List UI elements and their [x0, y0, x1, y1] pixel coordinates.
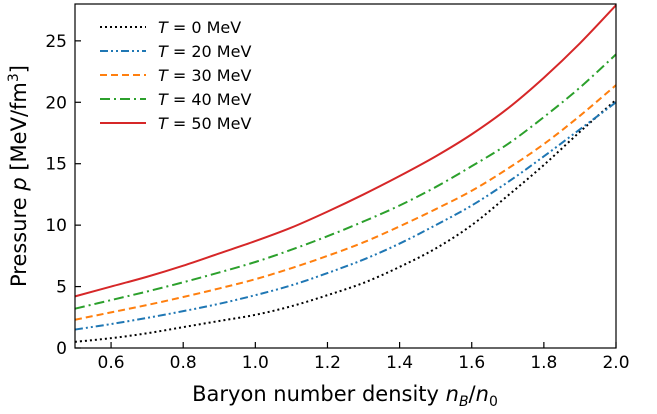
y-tick-label: 20 — [45, 93, 67, 113]
x-axis-label: Baryon number density nB/n0 — [192, 382, 498, 410]
y-tick-label: 25 — [45, 32, 67, 52]
legend-label: T = 50 MeV — [158, 114, 251, 133]
y-tick-label: 5 — [56, 278, 67, 298]
y-tick-label: 10 — [45, 216, 67, 236]
y-axis-label-unit-sup: 3 — [6, 73, 22, 82]
y-axis-label-sym: p — [7, 177, 31, 191]
x-axis-label-den: n — [476, 382, 489, 406]
x-tick-label: 0.6 — [98, 353, 125, 373]
x-tick-label: 1.0 — [242, 353, 269, 373]
x-tick-label: 0.8 — [170, 353, 197, 373]
x-tick-label: 1.6 — [458, 353, 485, 373]
x-tick-label: 1.2 — [314, 353, 341, 373]
y-axis-label-unit: [MeV/fm — [7, 82, 31, 177]
x-tick-label: 1.8 — [530, 353, 557, 373]
legend-label: T = 20 MeV — [158, 42, 251, 61]
legend-label: T = 40 MeV — [158, 90, 251, 109]
y-tick-label: 15 — [45, 155, 67, 175]
y-axis-label-unit-close: ] — [7, 65, 31, 73]
x-tick-label: 1.4 — [386, 353, 413, 373]
legend-label: T = 0 MeV — [158, 18, 241, 37]
x-axis-label-num: n — [446, 382, 459, 406]
x-axis-label-num-sub: B — [459, 394, 469, 410]
y-axis-label-main: Pressure — [7, 191, 31, 287]
legend-label: T = 30 MeV — [158, 66, 251, 85]
x-tick-label: 2.0 — [602, 353, 629, 373]
y-axis-label: Pressure p [MeV/fm3] — [6, 65, 31, 287]
x-axis-label-den-sub: 0 — [489, 394, 498, 410]
x-axis-label-main: Baryon number density — [192, 382, 445, 406]
y-tick-label: 0 — [56, 339, 67, 359]
